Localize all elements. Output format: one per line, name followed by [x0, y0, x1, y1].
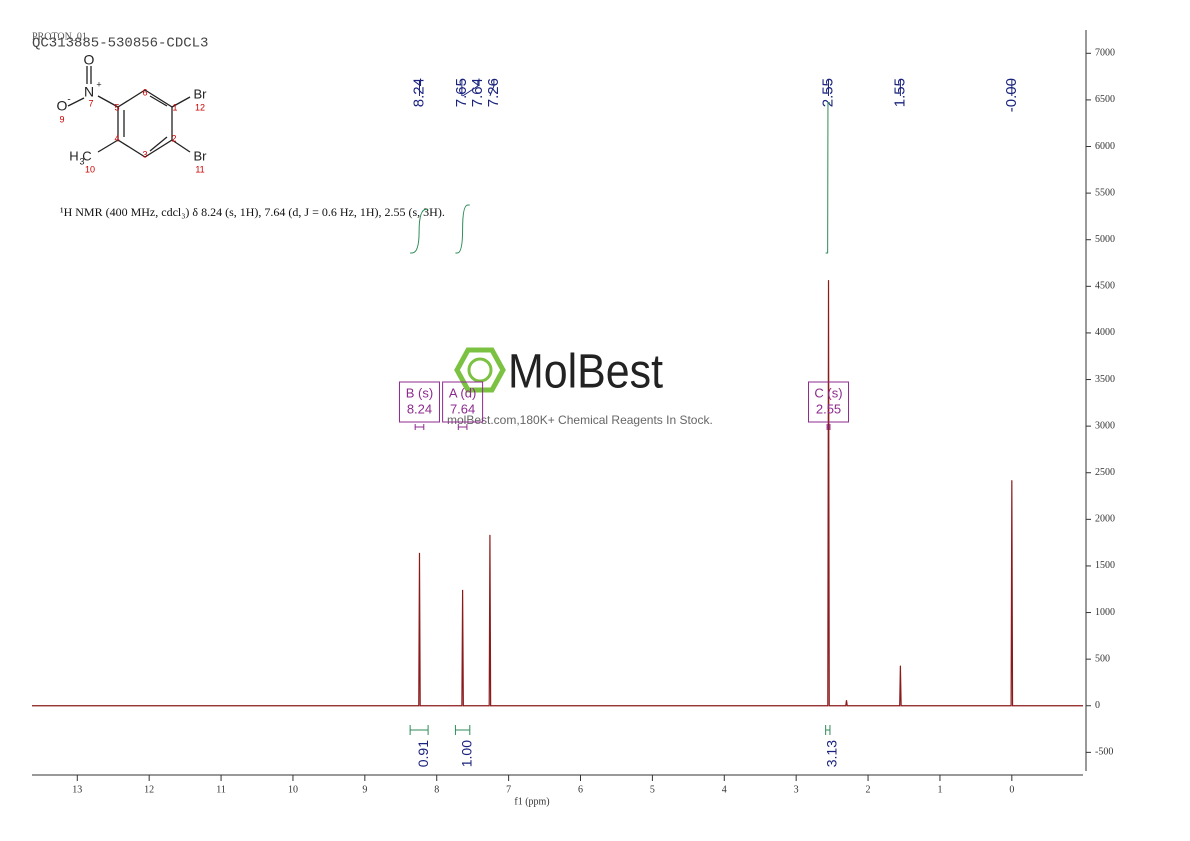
peak-label: 2.55	[819, 78, 836, 107]
peak-label: 7.26	[485, 78, 502, 107]
atom-label: +	[96, 79, 101, 89]
multiplet-range	[826, 424, 831, 430]
x-tick-label: 1	[937, 784, 942, 795]
x-tick-label: 6	[578, 784, 583, 795]
nmr-description: ¹H NMR (400 MHz, cdcl₃) δ 8.24 (s, 1H), …	[60, 205, 445, 219]
multiplet-label: A (d)	[449, 385, 476, 400]
watermark-logo	[454, 347, 506, 393]
integral-bracket	[454, 725, 471, 735]
y-tick-label: 2000	[1095, 514, 1115, 525]
atom-label: H	[69, 148, 78, 163]
y-tick-label: 4500	[1095, 281, 1115, 292]
multiplet-range	[414, 424, 425, 430]
watermark-brand: MolBest	[508, 346, 663, 399]
x-tick-label: 9	[362, 784, 367, 795]
multiplet-label: C (s)	[814, 385, 842, 400]
structure-bonds	[67, 66, 191, 158]
x-tick-label: 0	[1009, 784, 1014, 795]
atom-label: 5	[114, 102, 119, 112]
atom-label: O	[57, 98, 68, 114]
integral-bracket	[825, 725, 831, 735]
multiplet-shift: 7.64	[450, 401, 475, 416]
y-tick-label: 5000	[1095, 234, 1115, 245]
atom-label: N	[84, 84, 94, 100]
atom-label: 10	[85, 164, 95, 174]
y-tick-label: -500	[1095, 747, 1113, 758]
multiplet-shift: 2.55	[816, 401, 841, 416]
x-axis-label: f1 (ppm)	[514, 796, 549, 807]
spectrum-line	[32, 280, 1083, 707]
watermark: MolBest molBest.com,180K+ Chemical Reage…	[447, 346, 713, 428]
x-tick-label: 12	[144, 784, 154, 795]
atom-label: C	[82, 148, 91, 163]
y-tick-label: 500	[1095, 653, 1110, 664]
y-tick-label: 5500	[1095, 187, 1115, 198]
integral-value: 0.91	[415, 740, 431, 767]
atom-label: 3	[79, 156, 84, 166]
atom-label: Br	[194, 86, 208, 101]
peak-label: -0.00	[1003, 78, 1020, 112]
atom-label: Br	[194, 148, 208, 163]
y-tick-label: 0	[1095, 700, 1100, 711]
y-tick-label: 3000	[1095, 420, 1115, 431]
y-tick-label: 2500	[1095, 467, 1115, 478]
y-tick-label: 6000	[1095, 141, 1115, 152]
x-tick-label: 13	[72, 784, 82, 795]
x-tick-label: 3	[794, 784, 799, 795]
atom-label: 2	[171, 133, 176, 143]
watermark-slogan: molBest.com,180K+ Chemical Reagents In S…	[447, 413, 713, 427]
multiplet-range	[457, 424, 468, 430]
atom-label: 1	[172, 102, 177, 112]
integral-bracket	[409, 725, 429, 735]
multiplet-box	[808, 381, 850, 423]
experiment-name: PROTON_01	[32, 31, 87, 42]
x-tick-label: 7	[506, 784, 511, 795]
integral-value: 3.13	[824, 740, 840, 767]
integral-curve	[825, 102, 830, 254]
y-tick-label: 1500	[1095, 560, 1115, 571]
atom-label: 7	[88, 98, 93, 108]
atom-label: 6	[142, 87, 147, 97]
atom-label: 4	[114, 133, 119, 143]
atom-label: 9	[59, 114, 64, 124]
multiplet-box	[398, 381, 440, 423]
x-tick-label: 10	[288, 784, 298, 795]
y-tick-label: 7000	[1095, 48, 1115, 59]
watermark-logo-ring	[467, 357, 493, 383]
integral-curve	[455, 204, 470, 254]
atom-label: 3	[142, 149, 147, 159]
atom-label: -	[67, 95, 70, 106]
peak-connector	[489, 80, 495, 97]
x-tick-label: 2	[866, 784, 871, 795]
peak-label: 1.55	[891, 78, 908, 107]
x-tick-label: 8	[434, 784, 439, 795]
sample-name: QC313885-530856-CDCL3	[32, 36, 208, 52]
atom-label: 12	[195, 102, 205, 112]
peak-label: 8.24	[410, 78, 427, 107]
y-tick-label: 3500	[1095, 374, 1115, 385]
integral-curve	[410, 208, 429, 254]
peak-label: 7.65	[453, 78, 470, 107]
y-tick-label: 6500	[1095, 94, 1115, 105]
x-tick-label: 4	[722, 784, 727, 795]
x-tick-label: 11	[216, 784, 226, 795]
peak-label: 7.64	[469, 78, 486, 107]
atom-label: 11	[195, 164, 204, 174]
integral-value: 1.00	[458, 740, 474, 767]
y-tick-label: 1000	[1095, 607, 1115, 618]
peak-connector	[462, 80, 479, 97]
multiplet-box	[442, 381, 484, 423]
y-tick-label: 4000	[1095, 327, 1115, 338]
x-tick-label: 5	[650, 784, 655, 795]
multiplet-label: B (s)	[406, 385, 433, 400]
atom-label: O	[84, 52, 95, 68]
multiplet-shift: 8.24	[407, 401, 432, 416]
